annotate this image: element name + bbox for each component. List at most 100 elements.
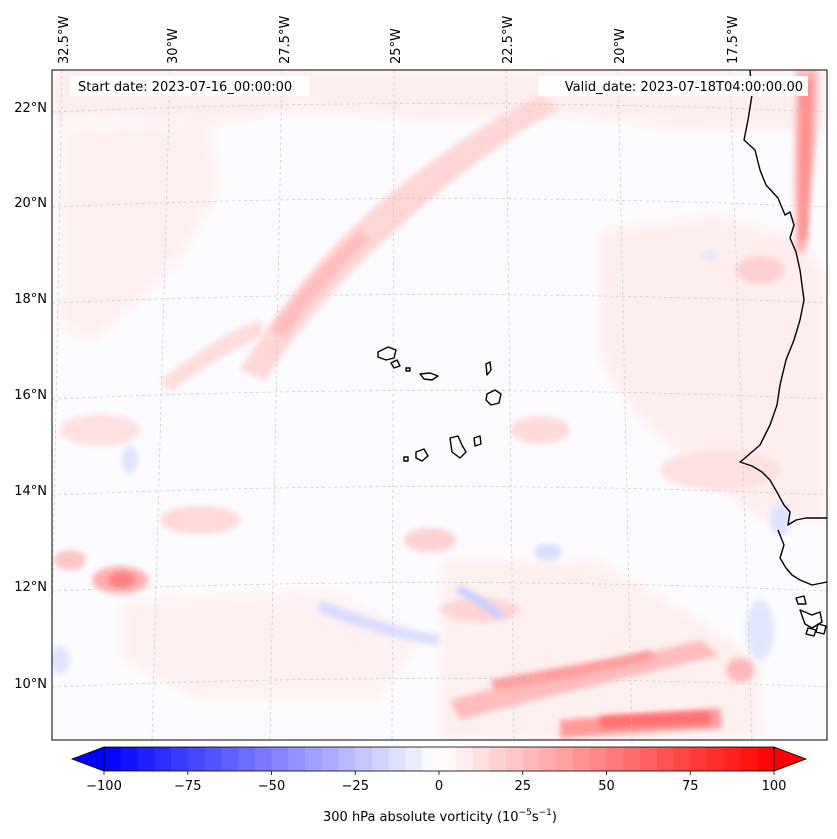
colorbar-segment xyxy=(506,747,524,771)
island-sao-vicente xyxy=(390,359,401,369)
coastlines xyxy=(377,69,828,637)
colorbar-segment xyxy=(338,747,356,771)
gridlines xyxy=(52,70,827,740)
vorticity-streak xyxy=(455,585,505,620)
lon-gridline xyxy=(151,70,171,740)
colorbar-segment xyxy=(690,747,708,771)
vorticity-spot xyxy=(510,416,570,444)
colorbar-segment xyxy=(623,747,641,771)
map-frame xyxy=(51,69,828,741)
colorbar-ticks: −100 −75 −50 −25 0 25 50 75 100 xyxy=(86,771,786,794)
latitude-labels: 22°N 20°N 18°N 16°N 14°N 12°N 10°N xyxy=(14,101,47,692)
colorbar-tick-label: 50 xyxy=(598,779,615,794)
vorticity-spot xyxy=(160,506,240,534)
bissagos-coast xyxy=(805,627,817,637)
colorbar-tick-label: 75 xyxy=(682,779,699,794)
lat-gridline xyxy=(52,294,827,304)
start-date-box xyxy=(70,76,310,96)
colorbar-segment xyxy=(288,747,306,771)
colorbar-tick-label: 25 xyxy=(514,779,531,794)
colorbar-segment xyxy=(321,747,339,771)
colorbar-min-extension xyxy=(70,746,105,772)
vorticity-spot xyxy=(702,249,718,261)
colorbar-label: 300 hPa absolute vorticity (10−5s−1) xyxy=(323,808,557,825)
island-boa-vista xyxy=(485,389,502,406)
colorbar-segment xyxy=(740,747,758,771)
bissagos-coast xyxy=(795,595,807,605)
lon-label: 30°W xyxy=(166,28,181,64)
colorbar-segment xyxy=(388,747,406,771)
colorbar-segment xyxy=(271,747,289,771)
lat-gridline xyxy=(52,582,827,592)
colorbar-segment xyxy=(120,747,138,771)
colorbar-segments xyxy=(104,747,775,771)
bissagos-coast xyxy=(815,623,827,635)
island-sal xyxy=(485,361,492,376)
vorticity-band xyxy=(240,95,560,380)
lat-gridline xyxy=(52,486,827,496)
lon-gridline xyxy=(391,70,395,740)
vorticity-spot xyxy=(108,572,136,588)
colorbar-segment xyxy=(238,747,256,771)
colorbar: −100 −75 −50 −25 0 25 50 75 100 300 hPa absolute… xyxy=(70,746,808,825)
vorticity-spot xyxy=(52,646,70,674)
colorbar-label-suffix: ) xyxy=(552,810,557,825)
lon-gridline xyxy=(505,70,515,740)
colorbar-segment xyxy=(137,747,155,771)
island-brava xyxy=(403,456,409,462)
colorbar-segment xyxy=(439,747,457,771)
island-santa-luzia xyxy=(405,367,411,372)
lat-label: 18°N xyxy=(14,292,47,307)
lon-label: 17.5°W xyxy=(726,16,741,64)
colorbar-segment xyxy=(556,747,574,771)
valid-date-box xyxy=(538,76,808,96)
vorticity-spot xyxy=(770,504,790,536)
vorticity-spot xyxy=(60,414,140,446)
colorbar-tick-label: 100 xyxy=(762,779,787,794)
lon-gridline xyxy=(269,70,283,740)
colorbar-segment xyxy=(757,747,775,771)
lat-label: 20°N xyxy=(14,196,47,211)
colorbar-segment xyxy=(355,747,373,771)
lon-label: 20°W xyxy=(613,28,628,64)
colorbar-segment xyxy=(187,747,205,771)
colorbar-segment xyxy=(305,747,323,771)
colorbar-segment xyxy=(522,747,540,771)
lat-label: 10°N xyxy=(14,677,47,692)
colorbar-label-exp1: −5 xyxy=(519,808,532,818)
colorbar-max-extension xyxy=(773,746,808,772)
colorbar-segment xyxy=(656,747,674,771)
colorbar-tick-label: −100 xyxy=(86,779,122,794)
vorticity-band xyxy=(160,320,265,392)
colorbar-label-exp2: −1 xyxy=(539,808,552,818)
colorbar-label-mid: s xyxy=(532,810,539,825)
lat-label: 16°N xyxy=(14,388,47,403)
africa-coastline xyxy=(777,529,828,586)
colorbar-segment xyxy=(573,747,591,771)
island-sao-nicolau xyxy=(419,372,439,381)
island-fogo xyxy=(415,448,429,462)
lon-label: 25°W xyxy=(389,28,404,64)
lon-label: 27.5°W xyxy=(278,16,293,64)
lon-label: 22.5°W xyxy=(501,16,516,64)
colorbar-tick-label: 0 xyxy=(435,779,443,794)
vorticity-band xyxy=(270,230,370,338)
vorticity-spot xyxy=(404,528,456,552)
colorbar-segment xyxy=(221,747,239,771)
lat-gridline xyxy=(52,678,827,688)
colorbar-segment xyxy=(254,747,272,771)
lat-label: 14°N xyxy=(14,484,47,499)
vorticity-streak xyxy=(490,650,655,690)
colorbar-segment xyxy=(723,747,741,771)
positive-vorticity-regions xyxy=(52,70,827,740)
colorbar-segment xyxy=(640,747,658,771)
colorbar-segment xyxy=(372,747,390,771)
lon-gridline xyxy=(617,70,633,740)
vorticity-patch xyxy=(600,215,827,520)
vorticity-spot xyxy=(726,658,754,682)
start-date-label: Start date: 2023-07-16_00:00:00 xyxy=(78,80,292,95)
negative-vorticity-regions xyxy=(52,249,790,674)
colorbar-segment xyxy=(472,747,490,771)
vorticity-spot xyxy=(534,544,562,560)
colorbar-segment xyxy=(707,747,725,771)
